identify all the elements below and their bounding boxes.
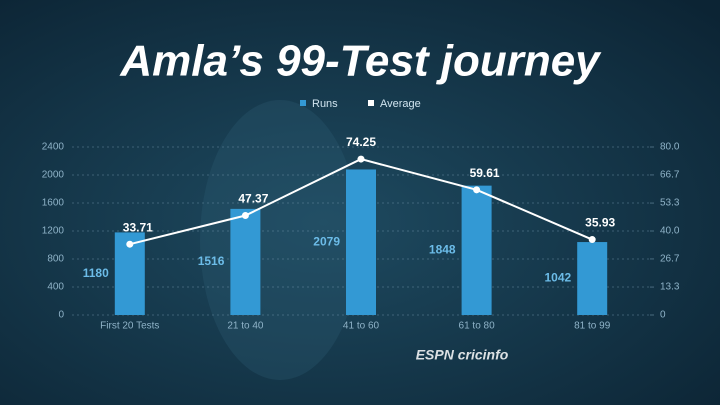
bar-value-label: 1042 (544, 271, 571, 285)
bar-value-label: 1848 (429, 242, 456, 256)
x-tick-label: 81 to 99 (574, 321, 611, 332)
logo: ESPN cricinfo (416, 347, 509, 363)
chart-title: Amla’s 99-Test journey (119, 37, 602, 86)
bar (230, 208, 261, 315)
bar-value-label: 1516 (198, 254, 225, 268)
average-value-label: 35.93 (585, 216, 615, 230)
bar-value-label: 2079 (313, 234, 340, 248)
bar (461, 185, 492, 315)
average-point (357, 155, 365, 163)
y2-tick-label: 66.7 (660, 170, 680, 181)
average-value-label: 33.71 (123, 220, 153, 234)
bar (577, 242, 608, 315)
y-tick-label: 2000 (42, 170, 65, 181)
y-tick-label: 1200 (42, 226, 65, 237)
bar (346, 169, 376, 315)
y-tick-label: 800 (47, 254, 64, 265)
average-point (126, 240, 134, 248)
average-point (241, 212, 249, 220)
x-tick-label: 41 to 60 (343, 321, 380, 332)
average-value-label: 47.37 (238, 192, 268, 206)
legend-label: Average (380, 98, 421, 110)
x-tick-label: First 20 Tests (100, 321, 159, 332)
y-tick-label: 0 (58, 310, 64, 321)
legend-label: Runs (312, 98, 338, 110)
x-tick-label: 61 to 80 (459, 321, 496, 332)
y2-tick-label: 26.7 (660, 254, 680, 265)
y-tick-label: 2400 (42, 142, 65, 153)
x-tick-label: 21 to 40 (227, 321, 264, 332)
bar-value-label: 1180 (83, 266, 109, 280)
y2-tick-label: 80.0 (660, 142, 680, 153)
y2-tick-label: 40.0 (660, 226, 680, 237)
y2-tick-label: 13.3 (660, 282, 680, 293)
y2-tick-label: 0 (660, 310, 666, 321)
y2-tick-label: 53.3 (660, 198, 680, 209)
average-point (473, 186, 481, 194)
average-value-label: 59.61 (470, 166, 500, 180)
y-tick-label: 400 (47, 282, 64, 293)
average-value-label: 74.25 (346, 135, 376, 149)
y-tick-label: 1600 (42, 198, 65, 209)
legend-swatch (368, 100, 374, 106)
legend-swatch (300, 100, 306, 106)
average-point (588, 236, 596, 244)
